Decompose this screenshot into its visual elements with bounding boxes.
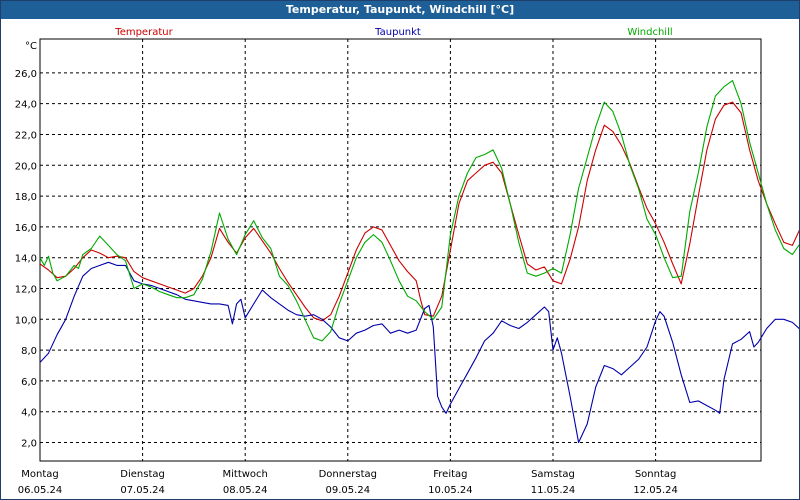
y-tick-label: 18,0: [15, 192, 37, 203]
x-date-label: 08.05.24: [223, 485, 268, 496]
y-tick-label: 8,0: [21, 346, 37, 357]
y-tick-label: 22,0: [15, 130, 37, 141]
plot-area: [39, 38, 762, 462]
legend-temperatur: Temperatur: [114, 27, 173, 38]
x-weekday-label: Freitag: [433, 469, 467, 480]
y-tick-label: 14,0: [15, 254, 37, 265]
y-tick-label: 20,0: [15, 161, 37, 172]
y-tick-label: 4,0: [21, 408, 37, 419]
series-line-taupunkt: [39, 261, 799, 444]
x-date-label: 11.05.24: [531, 485, 576, 496]
x-weekday-label: Montag: [21, 469, 58, 480]
x-date-label: 07.05.24: [120, 485, 165, 496]
legend-taupunkt: Taupunkt: [374, 27, 421, 38]
x-date-label: 10.05.24: [428, 485, 473, 496]
x-weekday-label: Dienstag: [120, 469, 165, 480]
y-tick-label: 2,0: [21, 439, 37, 450]
y-tick-label: 10,0: [15, 315, 37, 326]
y-tick-label: 16,0: [15, 223, 37, 234]
y-tick-label: 26,0: [15, 69, 37, 80]
series-line-temperatur: [39, 101, 799, 322]
x-weekday-label: Sonntag: [635, 469, 677, 480]
window-title: Temperatur, Taupunkt, Windchill [°C]: [1, 1, 799, 19]
x-weekday-label: Samstag: [531, 469, 575, 480]
x-weekday-label: Donnerstag: [319, 469, 377, 480]
x-date-label: 12.05.24: [633, 485, 678, 496]
x-weekday-label: Mittwoch: [223, 469, 268, 480]
y-tick-label: 12,0: [15, 285, 37, 296]
legend-windchill: Windchill: [627, 27, 672, 38]
x-date-label: 09.05.24: [326, 485, 371, 496]
y-axis-unit: °C: [25, 41, 37, 52]
series-line-windchill: [39, 80, 799, 342]
y-tick-label: 6,0: [21, 377, 37, 388]
y-tick-label: 24,0: [15, 100, 37, 111]
x-date-label: 06.05.24: [18, 485, 63, 496]
